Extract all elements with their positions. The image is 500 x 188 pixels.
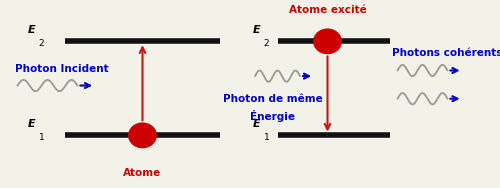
Text: Atome: Atome bbox=[124, 168, 162, 178]
Text: E: E bbox=[28, 119, 35, 129]
Text: Atome excité: Atome excité bbox=[288, 5, 366, 15]
Text: 2: 2 bbox=[38, 39, 44, 48]
Text: E: E bbox=[252, 25, 260, 35]
Ellipse shape bbox=[314, 29, 341, 54]
Text: 1: 1 bbox=[264, 133, 269, 142]
Text: 2: 2 bbox=[264, 39, 269, 48]
Text: Énergie: Énergie bbox=[250, 110, 295, 122]
Text: 1: 1 bbox=[38, 133, 44, 142]
Text: Photons cohérents: Photons cohérents bbox=[392, 48, 500, 58]
Ellipse shape bbox=[129, 123, 156, 148]
Text: E: E bbox=[28, 25, 35, 35]
Text: Photon de même: Photon de même bbox=[222, 94, 322, 104]
Text: Photon Incident: Photon Incident bbox=[15, 64, 108, 74]
Text: E: E bbox=[252, 119, 260, 129]
